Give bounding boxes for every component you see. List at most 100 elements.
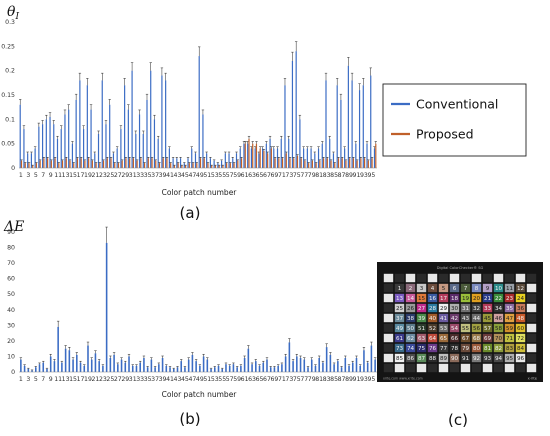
checker-patch-84	[515, 343, 526, 353]
bar-conventional-87	[340, 99, 342, 168]
bar-proposed-48	[196, 163, 198, 168]
bar-delta-e-84	[329, 354, 332, 372]
bar-conventional-90	[351, 80, 353, 168]
bar-conventional-60	[239, 148, 241, 168]
checker-patch-41	[438, 313, 449, 323]
checker-patch-28	[427, 303, 438, 313]
checker-patch-9	[482, 283, 493, 293]
x-tick-label: 71	[278, 376, 286, 383]
x-tick-label: 3	[26, 172, 30, 179]
checker-patch-5	[438, 283, 449, 293]
x-tick-label: 75	[293, 172, 301, 179]
checker-patch-33	[482, 303, 493, 313]
bar-proposed-26	[114, 163, 116, 168]
checker-patch-number: 76	[429, 346, 437, 352]
y-tick-label: 0.1	[5, 116, 15, 123]
bar-conventional-56	[224, 153, 226, 168]
bar-proposed-29	[125, 158, 127, 168]
checker-patch-66	[449, 333, 460, 343]
bar-delta-e-82	[322, 362, 324, 372]
checker-edge-patch	[438, 273, 449, 283]
checker-edge-patch	[526, 283, 537, 293]
checker-patch-77	[438, 343, 449, 353]
checker-patch-43	[460, 313, 471, 323]
checker-patch-number: 22	[495, 296, 502, 302]
bar-conventional-33	[138, 114, 141, 168]
x-tick-label: 61	[241, 172, 249, 179]
bar-conventional-14	[68, 109, 70, 168]
bar-proposed-94	[367, 160, 369, 168]
checker-patch-number: 24	[517, 296, 525, 302]
checker-patch-79	[460, 343, 471, 353]
checker-edge-patch	[460, 273, 471, 283]
checker-edge-patch	[405, 363, 416, 373]
checker-patch-76	[427, 343, 438, 353]
y-tick-label: 70	[7, 260, 15, 267]
x-tick-label: 73	[285, 172, 293, 179]
checker-patch-number: 7	[464, 286, 468, 292]
checker-edge-patch	[383, 363, 394, 373]
bar-conventional-84	[329, 138, 331, 168]
checker-patch-number: 55	[462, 326, 470, 332]
checker-patch-number: 32	[473, 306, 480, 312]
checker-patch-number: 49	[396, 326, 404, 332]
checker-edge-patch	[526, 313, 537, 323]
x-tick-label: 85	[330, 376, 338, 383]
checker-edge-patch	[526, 353, 537, 363]
bar-delta-e-36	[150, 359, 153, 372]
bar-proposed-33	[140, 158, 142, 168]
x-tick-label: 81	[315, 376, 323, 383]
legend-label-proposed: Proposed	[416, 127, 474, 142]
checker-patch-number: 3	[420, 286, 424, 292]
checker-patch-44	[471, 313, 482, 323]
checker-patch-95	[504, 353, 515, 363]
checker-edge-patch	[526, 323, 537, 333]
bar-conventional-36	[150, 70, 152, 168]
bar-delta-e-25	[109, 358, 112, 372]
bar-conventional-8	[45, 119, 47, 168]
bar-delta-e-5	[35, 367, 37, 372]
checker-patch-number: 9	[486, 286, 490, 292]
bar-proposed-44	[181, 165, 183, 168]
bar-conventional-40	[165, 80, 167, 168]
checker-patch-number: 90	[451, 356, 459, 362]
bar-conventional-37	[153, 119, 156, 168]
bar-proposed-73	[289, 158, 291, 168]
bar-proposed-23	[102, 160, 105, 168]
bar-proposed-92	[360, 158, 362, 168]
y-tick-label: 90	[7, 229, 15, 236]
bar-conventional-9	[49, 116, 51, 168]
checker-patch-85	[394, 353, 405, 363]
checker-edge-patch	[449, 273, 460, 283]
bar-delta-e-53	[214, 367, 216, 372]
x-tick-label: 89	[345, 376, 353, 383]
checker-patch-37	[394, 313, 405, 323]
bar-delta-e-14	[68, 350, 71, 372]
bar-conventional-80	[314, 153, 316, 168]
checker-patch-58	[493, 323, 504, 333]
x-tick-label: 79	[308, 376, 316, 383]
bar-conventional-51	[206, 153, 208, 168]
bar-delta-e-87	[340, 367, 343, 372]
checker-edge-patch	[383, 303, 394, 313]
checker-patch-26	[405, 303, 416, 313]
x-tick-label: 87	[338, 376, 346, 383]
y-tick-label: 80	[7, 245, 15, 252]
bar-conventional-85	[332, 153, 335, 168]
bar-conventional-79	[310, 148, 312, 168]
checker-patch-17	[438, 293, 449, 303]
x-tick-label: 9	[49, 172, 53, 179]
checker-patch-38	[405, 313, 416, 323]
panel-label-c: (c)	[448, 411, 468, 429]
bar-proposed-15	[73, 163, 75, 168]
bar-delta-e-22	[98, 361, 100, 372]
checker-patch-number: 69	[484, 336, 492, 342]
bar-proposed-60	[240, 158, 243, 168]
bar-delta-e-51	[206, 359, 209, 372]
checker-patch-92	[471, 353, 482, 363]
legend-label-conventional: Conventional	[416, 97, 498, 112]
bar-proposed-46	[188, 163, 190, 168]
bar-delta-e-33	[139, 362, 141, 372]
bar-proposed-50	[203, 158, 205, 168]
checker-patch-number: 37	[396, 316, 404, 322]
